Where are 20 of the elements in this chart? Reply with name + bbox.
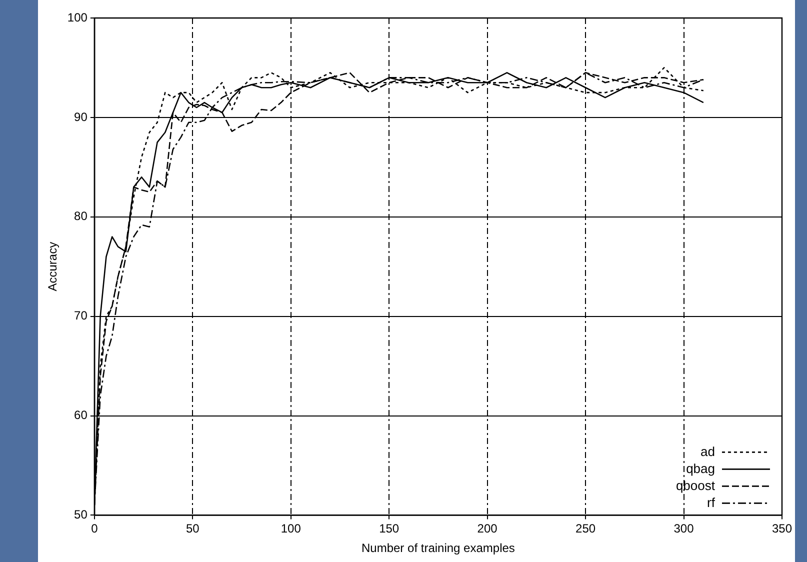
legend-label: rf [707, 494, 716, 510]
x-tick-label: 50 [186, 522, 200, 536]
x-tick-label: 150 [379, 522, 400, 536]
legend-label: qboost [676, 478, 716, 493]
x-tick-label: 100 [280, 522, 302, 536]
x-tick-label: 300 [674, 522, 694, 536]
x-tick-label: 0 [91, 522, 98, 536]
y-tick-label: 70 [74, 308, 88, 323]
x-axis-title: Number of training examples [362, 541, 515, 556]
y-tick-label: 100 [67, 10, 88, 24]
y-axis-title: Accuracy [46, 242, 60, 292]
y-tick-label: 60 [74, 408, 88, 422]
y-tick-label: 90 [74, 110, 88, 124]
y-tick-label: 50 [74, 508, 88, 522]
legend-label: ad [700, 444, 715, 459]
legend-label: qbag [686, 460, 715, 476]
x-tick-label: 250 [576, 522, 596, 536]
x-tick-label: 350 [772, 522, 792, 536]
y-tick-label: 80 [74, 209, 88, 224]
x-tick-label: 200 [477, 522, 498, 536]
